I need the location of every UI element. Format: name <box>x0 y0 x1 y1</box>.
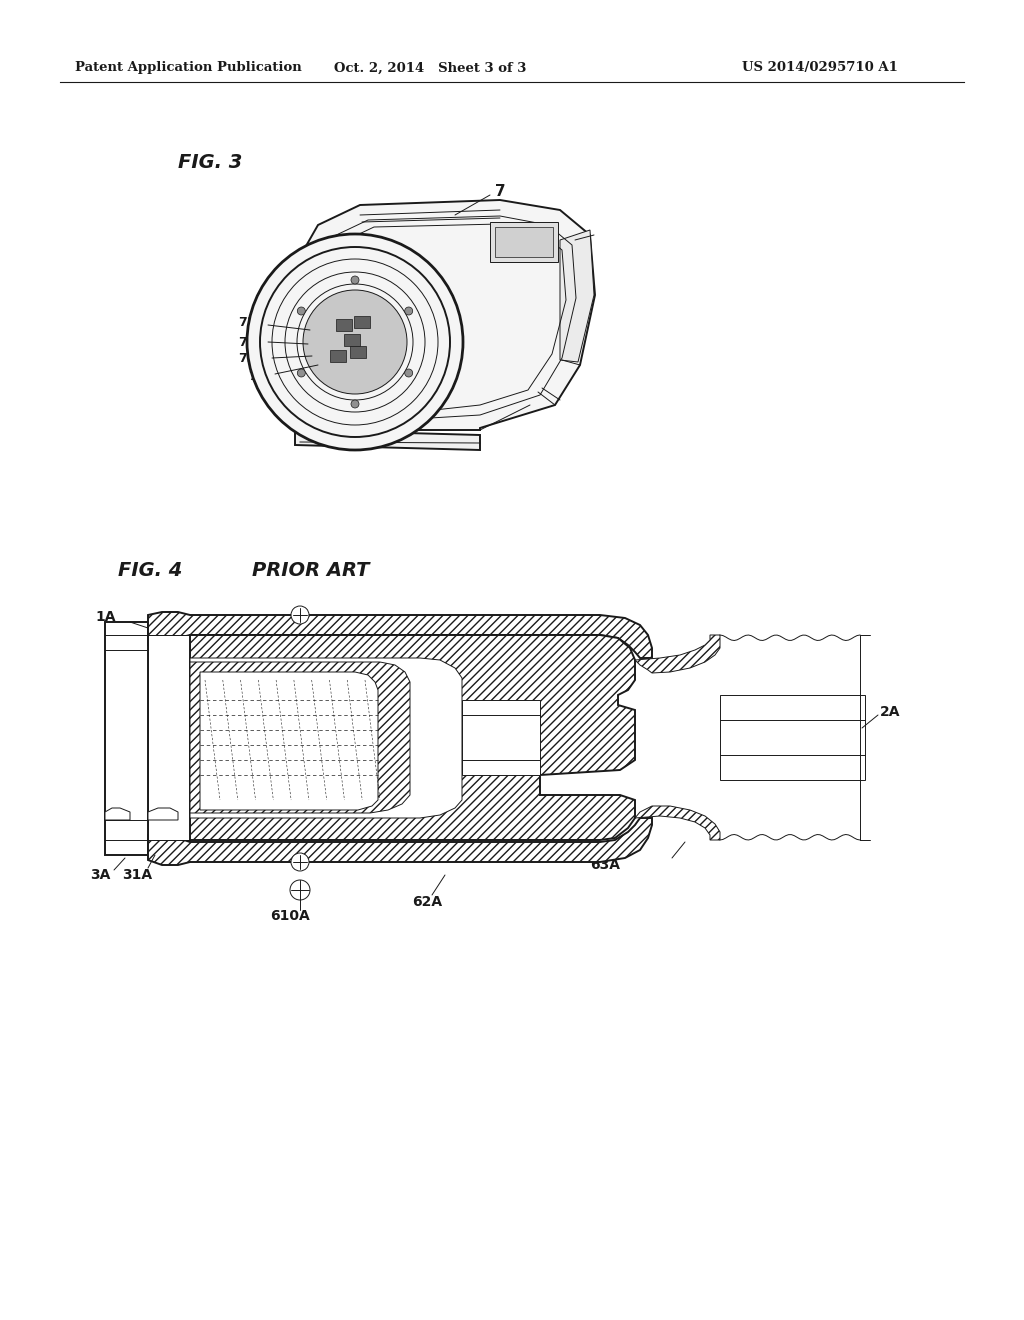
Circle shape <box>297 308 305 315</box>
Text: Patent Application Publication: Patent Application Publication <box>75 62 302 74</box>
Circle shape <box>351 276 359 284</box>
Circle shape <box>303 290 407 393</box>
Text: 1A: 1A <box>95 610 116 624</box>
Bar <box>336 319 352 331</box>
Text: 62A: 62A <box>412 895 442 909</box>
Bar <box>330 350 346 362</box>
Bar <box>350 346 366 358</box>
Bar <box>720 696 865 780</box>
Text: 63A: 63A <box>590 858 620 873</box>
Polygon shape <box>148 635 190 840</box>
Polygon shape <box>148 808 178 820</box>
Circle shape <box>297 370 305 378</box>
Polygon shape <box>295 201 595 430</box>
Bar <box>354 315 370 327</box>
Circle shape <box>291 853 309 871</box>
Text: 7: 7 <box>495 185 506 199</box>
Text: PRIOR ART: PRIOR ART <box>252 561 370 579</box>
Circle shape <box>404 370 413 378</box>
Text: US 2014/0295710 A1: US 2014/0295710 A1 <box>742 62 898 74</box>
Polygon shape <box>148 612 652 657</box>
Text: 71: 71 <box>238 317 256 330</box>
Text: 31A: 31A <box>122 869 153 882</box>
Bar <box>490 222 558 261</box>
Polygon shape <box>148 818 652 865</box>
Polygon shape <box>635 807 720 840</box>
Polygon shape <box>105 808 130 820</box>
Text: FIG. 4: FIG. 4 <box>118 561 182 579</box>
Polygon shape <box>295 430 480 450</box>
Bar <box>344 334 360 346</box>
Polygon shape <box>560 230 594 362</box>
Bar <box>495 227 553 257</box>
Text: 71: 71 <box>248 370 265 383</box>
Circle shape <box>290 880 310 900</box>
Polygon shape <box>462 700 540 775</box>
Circle shape <box>351 400 359 408</box>
Circle shape <box>247 234 463 450</box>
Text: 610A: 610A <box>270 909 309 923</box>
Text: 3A: 3A <box>90 869 111 882</box>
Text: Oct. 2, 2014   Sheet 3 of 3: Oct. 2, 2014 Sheet 3 of 3 <box>334 62 526 74</box>
Polygon shape <box>635 635 720 673</box>
Circle shape <box>404 308 413 315</box>
Text: 2A: 2A <box>880 705 900 719</box>
Text: 71: 71 <box>238 335 256 348</box>
Polygon shape <box>190 663 410 813</box>
Circle shape <box>291 606 309 624</box>
Polygon shape <box>200 672 378 810</box>
Polygon shape <box>190 657 462 818</box>
Polygon shape <box>105 622 148 855</box>
Text: 72: 72 <box>238 351 256 364</box>
Polygon shape <box>190 635 635 840</box>
Text: FIG. 3: FIG. 3 <box>178 153 243 173</box>
